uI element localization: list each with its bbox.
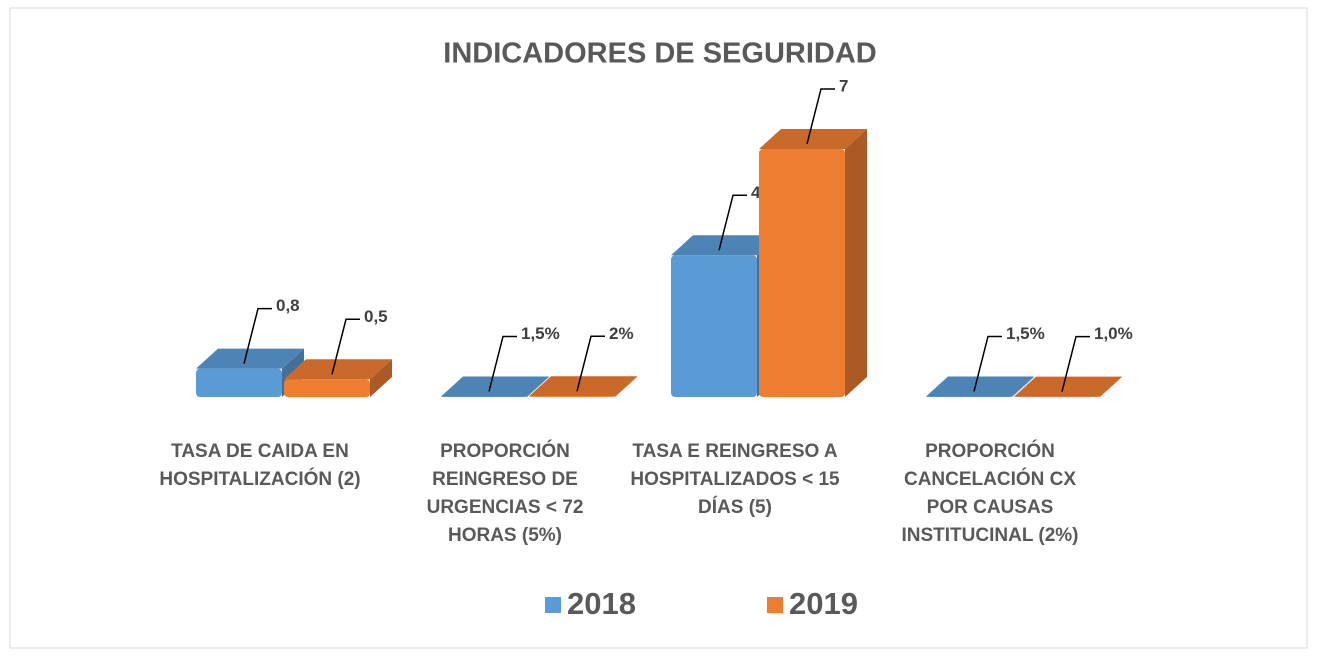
bar-top bbox=[671, 235, 779, 256]
data-label: 1,0% bbox=[1094, 324, 1133, 343]
bar-top bbox=[1014, 376, 1122, 397]
legend-label: 2019 bbox=[789, 586, 858, 621]
bar-side bbox=[1100, 376, 1122, 397]
bar bbox=[1014, 376, 1122, 397]
leader-line bbox=[973, 335, 1002, 392]
bar-front bbox=[284, 379, 370, 397]
leader-line bbox=[718, 194, 747, 251]
bar-top bbox=[441, 376, 549, 397]
bar-front bbox=[926, 396, 1012, 397]
chart-frame bbox=[9, 7, 1308, 649]
chart-title: INDICADORES DE SEGURIDAD bbox=[443, 38, 876, 70]
bar bbox=[441, 376, 549, 397]
leader-line bbox=[488, 335, 517, 392]
bar-side bbox=[845, 129, 867, 397]
bar bbox=[284, 359, 392, 397]
bar-front bbox=[759, 149, 845, 397]
bar-top bbox=[529, 376, 637, 397]
bar-side bbox=[1012, 376, 1034, 397]
bar bbox=[926, 376, 1034, 397]
leader-line bbox=[243, 307, 272, 364]
bar-front bbox=[441, 396, 527, 397]
bar-top bbox=[284, 359, 392, 380]
bar-front bbox=[671, 255, 757, 397]
data-label: 2% bbox=[609, 324, 634, 343]
data-label: 0,8 bbox=[276, 296, 300, 315]
data-label: 1,5% bbox=[521, 324, 560, 343]
x-tick-label: PROPORCIÓN REINGRESO DE URGENCIAS < 72 H… bbox=[426, 441, 584, 546]
data-label: 7 bbox=[839, 76, 848, 95]
x-tick-label: TASA DE CAIDA EN HOSPITALIZACIÓN (2) bbox=[159, 441, 361, 490]
leader-line bbox=[806, 88, 835, 145]
leader-line bbox=[576, 335, 605, 392]
bar-top bbox=[926, 376, 1034, 397]
bar-side bbox=[370, 359, 392, 397]
bar-side bbox=[615, 376, 637, 397]
legend-label: 2018 bbox=[567, 586, 636, 621]
bar-top bbox=[759, 129, 867, 149]
leader-line bbox=[1061, 335, 1090, 392]
data-label: 0,5 bbox=[364, 307, 388, 326]
bar-top bbox=[196, 348, 304, 369]
data-label: 4 bbox=[751, 183, 761, 202]
x-tick-label: PROPORCIÓN CANCELACIÓN CX POR CAUSAS INS… bbox=[901, 441, 1079, 546]
leader-line bbox=[331, 318, 360, 375]
bar bbox=[529, 376, 637, 397]
bar bbox=[759, 129, 867, 397]
x-tick-label: TASA E REINGRESO A HOSPITALIZADOS < 15 D… bbox=[630, 441, 840, 518]
bar-front bbox=[529, 396, 615, 397]
data-label: 1,5% bbox=[1006, 324, 1045, 343]
bar-side bbox=[527, 376, 549, 397]
legend-swatch bbox=[545, 597, 561, 613]
bar-front bbox=[196, 368, 282, 397]
legend-swatch bbox=[767, 597, 783, 613]
